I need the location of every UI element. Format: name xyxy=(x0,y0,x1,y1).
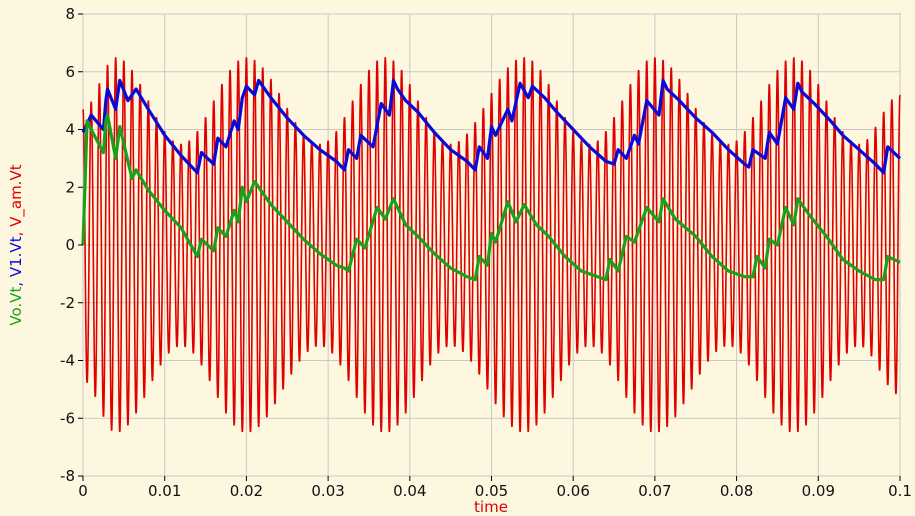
x-tick-label: 0.08 xyxy=(720,482,753,500)
x-axis-title: time xyxy=(474,498,508,516)
y-tick-label: 6 xyxy=(65,63,75,81)
x-tick-label: 0.04 xyxy=(393,482,426,500)
y-tick-label: -2 xyxy=(60,294,75,312)
y-axis-title-part: , V_am.Vt xyxy=(7,164,26,236)
y-tick-label: 0 xyxy=(65,236,75,254)
y-axis-title: Vo.Vt, V1.Vt, V_am.Vt xyxy=(7,164,26,325)
svg-text:Vo.Vt, V1.Vt, V_am.Vt: Vo.Vt, V1.Vt, V_am.Vt xyxy=(7,164,26,325)
y-tick-label: -4 xyxy=(60,352,75,370)
x-tick-label: 0.09 xyxy=(802,482,835,500)
series-group xyxy=(81,57,902,433)
series-line-v1 xyxy=(81,78,902,175)
x-tick-label: 0.01 xyxy=(148,482,181,500)
series-line-v-am xyxy=(82,57,901,433)
x-tick-label: 0.02 xyxy=(230,482,263,500)
series-line-vo xyxy=(81,113,901,282)
y-tick-label: -6 xyxy=(60,409,75,427)
x-tick-label: 0.05 xyxy=(475,482,508,500)
x-tick-label: 0.1 xyxy=(888,482,912,500)
y-tick-label: 2 xyxy=(65,178,75,196)
x-tick-label: 0.07 xyxy=(638,482,671,500)
y-tick-label: 4 xyxy=(65,121,75,139)
y-tick-label: 8 xyxy=(65,5,75,23)
y-axis-title-part: Vo.Vt xyxy=(7,287,25,326)
x-tick-label: 0.03 xyxy=(311,482,344,500)
x-tick-label: 0 xyxy=(78,482,88,500)
y-axis-title-part: , V1.Vt xyxy=(7,236,25,286)
x-tick-label: 0.06 xyxy=(556,482,589,500)
y-tick-label: -8 xyxy=(60,467,75,485)
